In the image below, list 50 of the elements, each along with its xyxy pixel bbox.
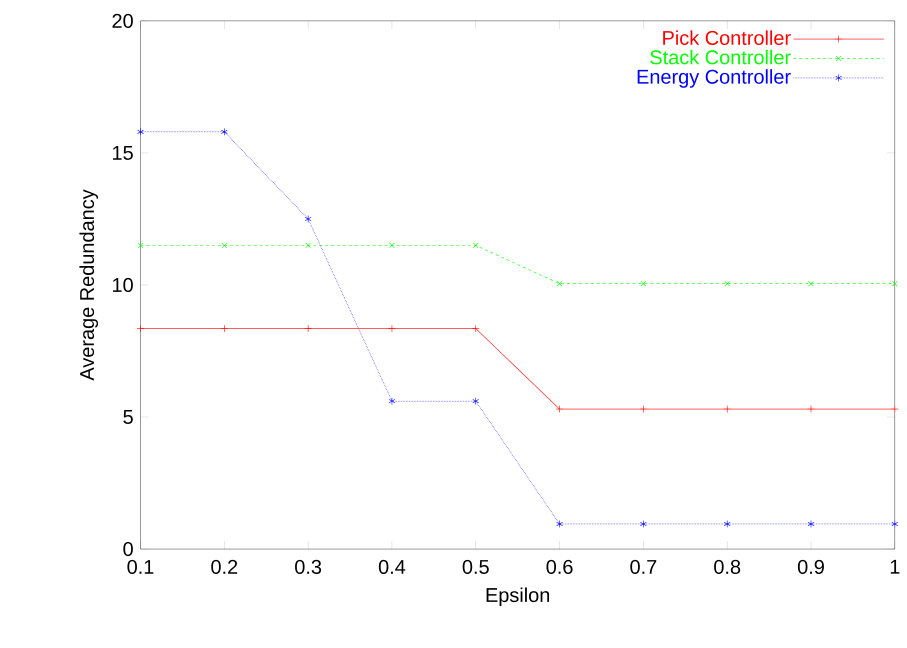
point xyxy=(640,405,648,414)
point xyxy=(808,520,814,528)
point xyxy=(807,405,815,414)
x-tick-label: 0.5 xyxy=(462,560,489,574)
legend-label: Energy Controller xyxy=(638,69,791,88)
x-tick-label: 0.9 xyxy=(798,560,824,574)
point xyxy=(388,324,396,332)
x-tick-label: 1 xyxy=(890,560,900,574)
point xyxy=(221,128,228,136)
point xyxy=(222,242,228,248)
point xyxy=(892,281,898,287)
point xyxy=(472,398,480,406)
x-tick-label: 0.1 xyxy=(127,560,154,574)
x-tick-label: 0.7 xyxy=(630,560,656,574)
point xyxy=(556,520,563,528)
point xyxy=(136,324,144,332)
point xyxy=(556,405,564,414)
point xyxy=(388,398,396,406)
point xyxy=(304,324,312,332)
point xyxy=(389,242,395,248)
point xyxy=(891,405,899,414)
legend-label: Pick Controller xyxy=(663,30,791,46)
y-tick-label: 5 xyxy=(123,410,133,424)
y-tick-label: 10 xyxy=(113,278,133,292)
legend-label: Stack Controller xyxy=(650,50,791,65)
x-tick-label: 0.4 xyxy=(378,560,406,574)
point xyxy=(220,324,228,332)
point xyxy=(305,242,311,248)
point xyxy=(138,242,144,248)
x-tick-label: 0.2 xyxy=(211,560,238,574)
x-tick-label: 0.3 xyxy=(295,560,322,574)
y-tick-label: 0 xyxy=(123,542,133,556)
x-tick-label: 0.6 xyxy=(546,560,573,574)
y-axis-title: Average Redundancy xyxy=(79,190,98,381)
point xyxy=(304,215,312,223)
point xyxy=(137,128,144,136)
x-tick-label: 0.8 xyxy=(714,560,740,574)
y-tick-label: 20 xyxy=(112,14,133,28)
point xyxy=(808,281,814,287)
y-tick-label: 15 xyxy=(113,146,133,160)
point xyxy=(723,405,731,414)
point xyxy=(556,281,562,287)
point xyxy=(640,281,646,287)
x-axis-title: Epsilon xyxy=(486,588,550,606)
point xyxy=(473,242,479,248)
point xyxy=(892,520,898,528)
point xyxy=(472,324,480,332)
point xyxy=(640,520,647,528)
point xyxy=(724,281,730,287)
point xyxy=(724,520,731,528)
